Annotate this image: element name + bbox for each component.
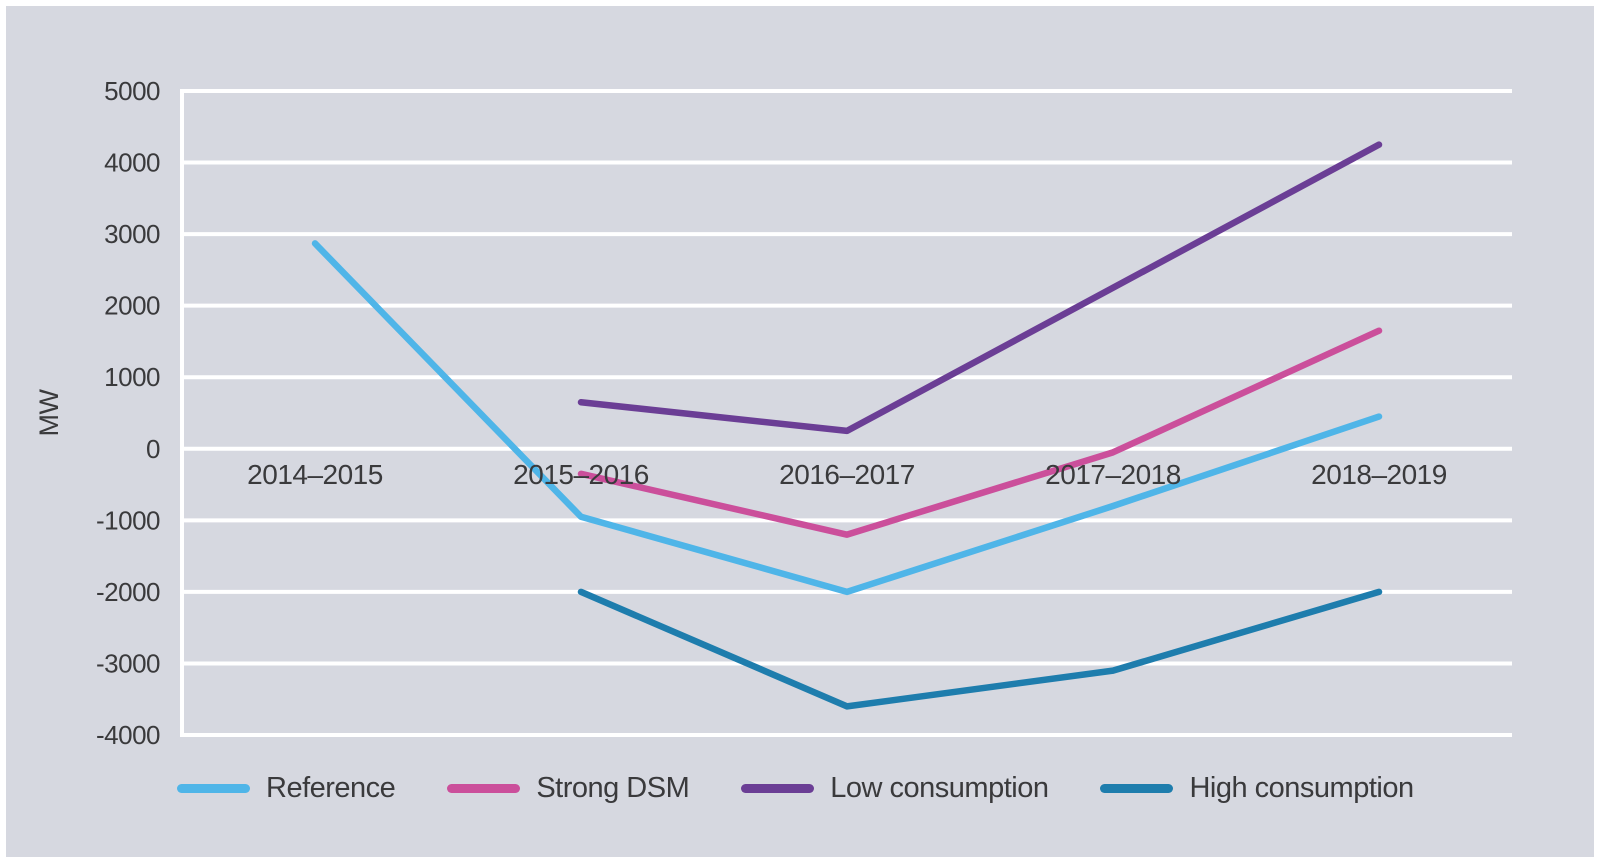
legend-label-low-consumption: Low consumption xyxy=(830,772,1049,804)
legend-item-low-consumption: Low consumption xyxy=(741,772,1049,805)
y-axis-title: MW xyxy=(34,389,64,437)
y-tick-label-1000: 1000 xyxy=(104,362,160,392)
y-tick-label--2000: -2000 xyxy=(96,577,160,607)
y-tick-label-4000: 4000 xyxy=(104,148,160,178)
series-line-strong-dsm xyxy=(577,327,1383,538)
legend-swatch-reference xyxy=(177,784,250,793)
series-line-reference xyxy=(311,240,1383,596)
legend-label-high-consumption: High consumption xyxy=(1189,772,1414,804)
y-tick-label-0: 0 xyxy=(146,434,160,464)
y-tick-label--3000: -3000 xyxy=(96,648,160,678)
y-tick-label--4000: -4000 xyxy=(96,720,160,750)
y-tick-label-3000: 3000 xyxy=(104,219,160,249)
legend-swatch-high-consumption xyxy=(1100,784,1174,793)
y-tick-label-2000: 2000 xyxy=(104,291,160,321)
x-tick-label-2016-2017: 2016–2017 xyxy=(779,459,915,490)
legend-item-strong-dsm: Strong DSM xyxy=(447,772,690,805)
x-tick-label-2017-2018: 2017–2018 xyxy=(1045,459,1181,490)
x-tick-label-2014-2015: 2014–2015 xyxy=(247,459,383,490)
chart-legend: Reference Strong DSM Low consumption Hig… xyxy=(177,772,1414,805)
y-tick-label--1000: -1000 xyxy=(96,505,160,535)
legend-label-reference: Reference xyxy=(266,772,396,804)
x-tick-label-2015-2016: 2015–2016 xyxy=(513,459,649,490)
legend-swatch-strong-dsm xyxy=(447,784,521,793)
series-line-high-consumption xyxy=(577,588,1383,710)
legend-label-strong-dsm: Strong DSM xyxy=(536,772,690,804)
series-line-low-consumption xyxy=(577,141,1383,435)
y-tick-label-5000: 5000 xyxy=(104,76,160,106)
legend-item-reference: Reference xyxy=(177,772,396,805)
x-tick-label-2018-2019: 2018–2019 xyxy=(1311,459,1447,490)
legend-swatch-low-consumption xyxy=(741,784,815,793)
legend-item-high-consumption: High consumption xyxy=(1100,772,1414,805)
